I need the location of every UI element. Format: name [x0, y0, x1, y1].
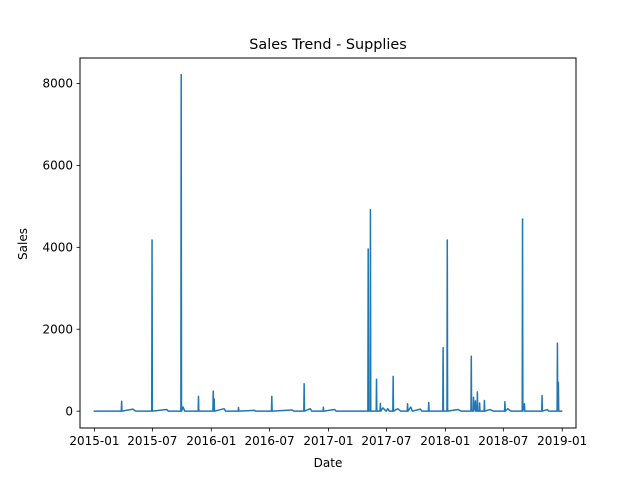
- x-axis-label: Date: [314, 456, 343, 470]
- sales-series-line: [93, 73, 563, 412]
- y-tick-label: 2000: [42, 322, 73, 336]
- y-axis-ticks: 0 2000 4000 6000 8000: [42, 77, 80, 418]
- x-tick-label: 2016-07: [244, 434, 294, 448]
- y-tick-label: 6000: [42, 159, 73, 173]
- x-tick-label: 2016-01: [186, 434, 236, 448]
- x-tick-label: 2015-01: [69, 434, 119, 448]
- y-axis-label: Sales: [16, 228, 30, 260]
- x-axis-ticks: 2015-01 2015-07 2016-01 2016-07 2017-01 2017-…: [69, 428, 587, 448]
- x-tick-label: 2018-07: [478, 434, 528, 448]
- chart-title: Sales Trend - Supplies: [249, 37, 406, 53]
- series-layer: [93, 73, 563, 412]
- plot-area-frame: [79, 57, 577, 429]
- x-tick-label: 2018-01: [420, 434, 470, 448]
- x-tick-label: 2017-07: [361, 434, 411, 448]
- x-tick-label: 2019-01: [537, 434, 587, 448]
- y-tick-label: 8000: [42, 77, 73, 91]
- x-tick-label: 2017-01: [303, 434, 353, 448]
- x-tick-label: 2015-07: [127, 434, 177, 448]
- y-tick-label: 4000: [42, 241, 73, 255]
- y-tick-label: 0: [65, 404, 73, 418]
